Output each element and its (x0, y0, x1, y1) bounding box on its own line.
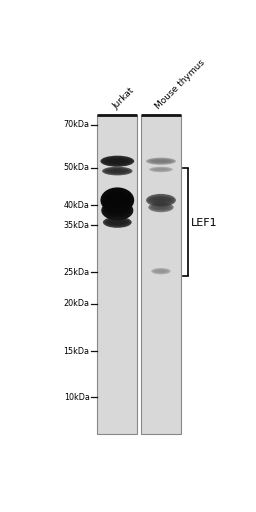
Ellipse shape (151, 167, 171, 172)
Ellipse shape (148, 196, 174, 205)
Ellipse shape (106, 194, 128, 207)
Ellipse shape (101, 201, 133, 220)
Ellipse shape (100, 187, 134, 213)
Ellipse shape (155, 160, 167, 162)
Ellipse shape (153, 269, 169, 273)
Ellipse shape (151, 268, 171, 274)
Ellipse shape (151, 197, 171, 203)
Ellipse shape (106, 158, 128, 164)
Text: 40kDa: 40kDa (64, 201, 90, 210)
Ellipse shape (103, 191, 132, 209)
Ellipse shape (155, 270, 167, 273)
Ellipse shape (111, 207, 124, 214)
Text: 25kDa: 25kDa (63, 268, 90, 277)
Text: Mouse thymus: Mouse thymus (154, 58, 207, 111)
Ellipse shape (112, 221, 123, 224)
Ellipse shape (103, 217, 132, 228)
Ellipse shape (111, 160, 124, 163)
Text: 70kDa: 70kDa (63, 120, 90, 129)
Ellipse shape (148, 159, 174, 164)
Text: 50kDa: 50kDa (63, 163, 90, 173)
Ellipse shape (146, 158, 176, 165)
Ellipse shape (104, 204, 131, 218)
FancyBboxPatch shape (98, 115, 137, 434)
Text: Jurkat: Jurkat (111, 86, 136, 111)
FancyBboxPatch shape (141, 115, 181, 434)
Ellipse shape (102, 167, 133, 176)
Ellipse shape (111, 170, 123, 173)
Ellipse shape (150, 204, 172, 211)
Ellipse shape (155, 198, 167, 202)
Ellipse shape (148, 202, 174, 212)
Ellipse shape (108, 169, 127, 173)
Text: 35kDa: 35kDa (63, 221, 90, 229)
Ellipse shape (103, 157, 132, 165)
Ellipse shape (151, 159, 171, 163)
Ellipse shape (149, 167, 173, 172)
Ellipse shape (156, 206, 166, 209)
Ellipse shape (107, 205, 128, 216)
Ellipse shape (108, 220, 127, 225)
Ellipse shape (153, 205, 169, 210)
Text: LEF1: LEF1 (191, 218, 217, 228)
Ellipse shape (111, 197, 124, 204)
Text: 10kDa: 10kDa (64, 393, 90, 402)
Ellipse shape (157, 270, 165, 272)
Text: 15kDa: 15kDa (63, 347, 90, 356)
Ellipse shape (104, 168, 130, 174)
Ellipse shape (105, 219, 130, 226)
Ellipse shape (100, 156, 134, 167)
Ellipse shape (153, 168, 169, 171)
Ellipse shape (146, 194, 176, 206)
Text: 20kDa: 20kDa (63, 300, 90, 308)
